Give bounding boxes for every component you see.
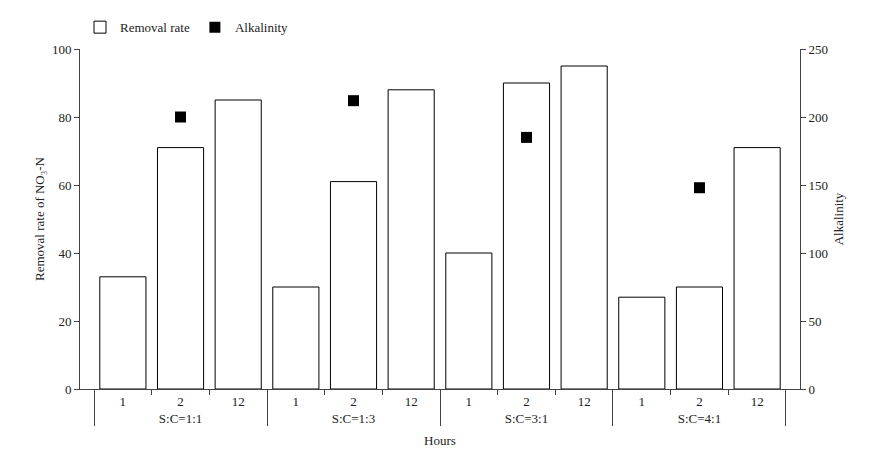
svg-text:1: 1 bbox=[639, 394, 646, 409]
svg-text:S:C=3:1: S:C=3:1 bbox=[505, 411, 548, 426]
svg-text:150: 150 bbox=[809, 178, 829, 193]
svg-text:S:C=4:1: S:C=4:1 bbox=[678, 411, 721, 426]
svg-text:12: 12 bbox=[405, 394, 418, 409]
svg-text:250: 250 bbox=[809, 42, 829, 57]
svg-text:0: 0 bbox=[809, 382, 816, 397]
svg-text:Alkalinity: Alkalinity bbox=[235, 20, 288, 35]
svg-text:1: 1 bbox=[293, 394, 300, 409]
svg-text:20: 20 bbox=[58, 314, 71, 329]
svg-text:Removal rate of NO₃-N: Removal rate of NO₃-N bbox=[32, 156, 47, 281]
svg-text:100: 100 bbox=[809, 246, 829, 261]
svg-text:0: 0 bbox=[65, 382, 72, 397]
svg-text:1: 1 bbox=[466, 394, 473, 409]
svg-text:Removal rate: Removal rate bbox=[120, 20, 190, 35]
svg-text:12: 12 bbox=[751, 394, 764, 409]
svg-text:12: 12 bbox=[578, 394, 591, 409]
svg-text:1: 1 bbox=[120, 394, 127, 409]
svg-text:2: 2 bbox=[523, 394, 530, 409]
svg-text:2: 2 bbox=[696, 394, 703, 409]
svg-text:50: 50 bbox=[809, 314, 822, 329]
svg-text:60: 60 bbox=[58, 178, 71, 193]
svg-text:Hours: Hours bbox=[424, 433, 456, 448]
svg-text:12: 12 bbox=[232, 394, 245, 409]
svg-text:100: 100 bbox=[52, 42, 72, 57]
svg-text:Alkalinity: Alkalinity bbox=[831, 192, 846, 245]
svg-text:S:C=1:1: S:C=1:1 bbox=[159, 411, 202, 426]
svg-text:80: 80 bbox=[58, 110, 71, 125]
svg-text:2: 2 bbox=[350, 394, 357, 409]
svg-text:200: 200 bbox=[809, 110, 829, 125]
svg-text:40: 40 bbox=[58, 246, 71, 261]
svg-text:2: 2 bbox=[177, 394, 184, 409]
svg-text:S:C=1:3: S:C=1:3 bbox=[332, 411, 375, 426]
